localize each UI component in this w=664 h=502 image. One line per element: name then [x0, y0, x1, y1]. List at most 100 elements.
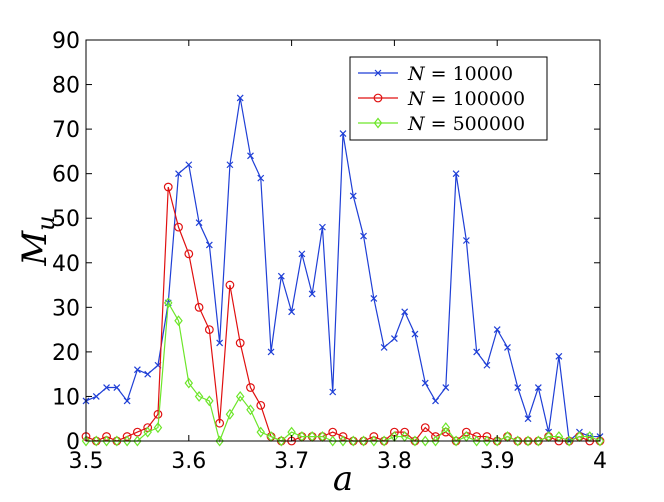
legend-value: = 500000 — [431, 113, 526, 135]
data-point — [81, 435, 91, 447]
data-point — [112, 435, 122, 447]
data-point — [482, 432, 492, 441]
data-point — [113, 384, 121, 391]
y-tick-label: 20 — [52, 341, 80, 366]
data-point — [174, 315, 183, 327]
x-tick-label: 3.8 — [377, 449, 412, 474]
data-point — [92, 393, 100, 400]
data-point — [462, 237, 470, 244]
data-point — [247, 152, 254, 160]
data-point — [308, 290, 316, 298]
data-point — [256, 400, 266, 410]
data-point — [122, 432, 132, 441]
x-tick-label: 3.9 — [480, 449, 515, 474]
y-axis-label-main: M — [15, 230, 55, 267]
plot-frame — [85, 39, 601, 442]
data-point — [256, 426, 266, 438]
data-point — [225, 408, 235, 420]
data-point — [369, 435, 379, 447]
legend-entry-label: N = 100000 — [407, 88, 525, 110]
data-point — [452, 170, 460, 178]
data-point — [328, 435, 337, 447]
data-point — [523, 435, 533, 447]
data-point — [534, 435, 543, 447]
data-point — [504, 344, 511, 351]
data-point — [288, 308, 296, 316]
data-point — [215, 418, 225, 428]
data-point — [184, 249, 194, 259]
data-point — [277, 272, 285, 280]
x-tick-label: 3.5 — [69, 449, 104, 474]
data-point — [369, 432, 379, 441]
data-point — [175, 170, 182, 178]
data-point — [338, 435, 348, 447]
data-point — [513, 435, 523, 447]
data-point — [472, 435, 481, 447]
data-point — [420, 423, 430, 433]
data-point — [514, 384, 522, 391]
data-point — [473, 348, 481, 356]
data-point — [216, 339, 224, 347]
data-point — [215, 435, 224, 447]
y-tick-label: 30 — [52, 296, 80, 321]
x-tick-label: 3.7 — [274, 449, 309, 474]
data-point — [133, 366, 141, 374]
data-point — [359, 435, 368, 447]
data-point — [420, 435, 430, 447]
legend-swatch-marker — [373, 93, 383, 103]
y-tick-label: 60 — [52, 163, 80, 188]
legend-variable: N — [407, 63, 426, 85]
data-point — [257, 174, 265, 182]
data-point — [185, 161, 193, 169]
data-point — [370, 294, 378, 302]
data-point — [595, 435, 605, 447]
y-tick-label: 50 — [52, 207, 80, 232]
data-point — [277, 435, 286, 447]
data-point — [102, 432, 111, 441]
data-point — [246, 404, 255, 416]
data-point — [492, 435, 502, 447]
data-point — [421, 379, 429, 387]
data-point — [338, 432, 348, 441]
data-point — [431, 435, 440, 447]
data-point — [482, 435, 492, 447]
data-point — [267, 348, 275, 356]
y-tick-label: 90 — [52, 29, 80, 54]
data-point — [235, 338, 245, 348]
data-point — [410, 435, 420, 447]
data-point — [380, 344, 388, 351]
data-point — [432, 397, 439, 405]
data-point — [401, 308, 409, 316]
data-point — [123, 397, 131, 405]
y-axis-label: Mu — [15, 215, 60, 266]
data-point — [163, 182, 173, 192]
y-tick-label: 80 — [52, 74, 80, 99]
data-point — [400, 427, 410, 437]
data-point — [163, 297, 173, 309]
data-point — [298, 250, 306, 258]
data-point — [472, 432, 482, 441]
data-point — [236, 94, 244, 102]
data-point — [246, 383, 255, 392]
x-axis-label: a — [333, 459, 353, 497]
data-point — [483, 361, 491, 369]
data-point — [390, 335, 398, 342]
data-point — [143, 423, 153, 433]
data-point — [339, 130, 347, 137]
y-tick-label: 0 — [66, 430, 80, 455]
data-point — [103, 384, 110, 391]
data-point — [194, 302, 204, 312]
x-tick-label: 3.6 — [171, 449, 206, 474]
data-point — [451, 435, 461, 447]
data-point — [226, 161, 234, 169]
data-point — [349, 192, 357, 200]
data-point — [143, 426, 152, 438]
data-point — [360, 232, 367, 240]
data-point — [524, 415, 532, 423]
x-tick-label: 4 — [593, 449, 607, 474]
data-point — [184, 377, 194, 389]
data-point — [205, 395, 214, 407]
legend-swatch-marker — [373, 117, 383, 129]
